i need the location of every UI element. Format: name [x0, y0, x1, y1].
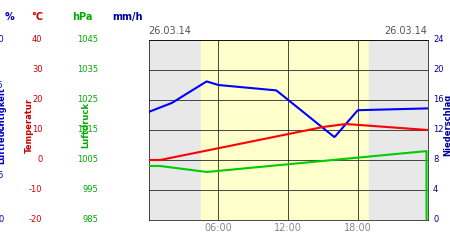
Text: 4: 4 [433, 186, 438, 194]
Text: 985: 985 [82, 216, 98, 224]
Text: 0: 0 [0, 216, 4, 224]
Text: Temperatur: Temperatur [25, 98, 34, 152]
Text: 1015: 1015 [77, 126, 98, 134]
Bar [148, 40, 201, 220]
Text: 0: 0 [37, 156, 42, 164]
Text: 30: 30 [32, 66, 42, 74]
Text: 75: 75 [0, 80, 4, 90]
Text: 100: 100 [0, 36, 4, 44]
Text: 50: 50 [0, 126, 4, 134]
Text: 0: 0 [433, 216, 438, 224]
Text: 12: 12 [433, 126, 444, 134]
Bar [201, 40, 369, 220]
Text: 20: 20 [32, 96, 42, 104]
Text: 26.03.14: 26.03.14 [385, 26, 428, 36]
Text: Niederschlag: Niederschlag [443, 94, 450, 156]
Text: 1005: 1005 [77, 156, 98, 164]
Text: 1045: 1045 [77, 36, 98, 44]
Text: -10: -10 [29, 186, 42, 194]
Text: 10: 10 [32, 126, 42, 134]
Text: 8: 8 [433, 156, 438, 164]
Text: 16: 16 [433, 96, 444, 104]
Text: -20: -20 [29, 216, 42, 224]
Text: 20: 20 [433, 66, 444, 74]
Text: %: % [4, 12, 14, 22]
Text: 40: 40 [32, 36, 42, 44]
Text: mm/h: mm/h [112, 12, 143, 22]
Text: 1025: 1025 [77, 96, 98, 104]
Text: 25: 25 [0, 170, 4, 179]
Text: 995: 995 [82, 186, 98, 194]
Text: 1035: 1035 [77, 66, 98, 74]
Text: hPa: hPa [72, 12, 92, 22]
Text: °C: °C [32, 12, 44, 22]
Text: Luftdruck: Luftdruck [81, 102, 90, 148]
Text: 26.03.14: 26.03.14 [148, 26, 191, 36]
Text: Luftfeuchtigkeit: Luftfeuchtigkeit [0, 86, 7, 164]
Text: 24: 24 [433, 36, 444, 44]
Bar [369, 40, 428, 220]
